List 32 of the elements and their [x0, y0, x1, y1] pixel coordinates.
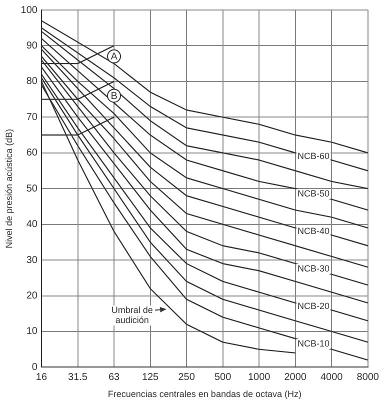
x-tick-label: 8000	[356, 372, 380, 383]
y-tick-label: 30	[26, 254, 38, 266]
y-tick-label: 20	[26, 290, 38, 302]
annotation: Umbral de audición	[111, 304, 153, 325]
x-tick-label: 125	[142, 372, 160, 383]
x-tick-label: 16	[36, 372, 48, 383]
series-label: NCB-30	[297, 263, 330, 274]
annotation: B	[110, 90, 118, 102]
x-tick-label: 500	[214, 372, 232, 383]
series-label: NCB-10	[297, 338, 330, 348]
y-tick-label: 10	[26, 326, 38, 338]
x-tick-label: 2000	[284, 372, 307, 383]
y-tick-label: 80	[26, 76, 38, 88]
y-tick-label: 100	[20, 4, 38, 16]
series-label: NCB-40	[297, 226, 330, 236]
annotation: A	[110, 52, 118, 63]
y-tick-label: 70	[26, 112, 38, 123]
series-label: NCB-50	[297, 188, 330, 198]
series-label: NCB-60	[297, 150, 330, 161]
x-tick-label: 4000	[320, 372, 344, 383]
x-tick-label: 31.5	[68, 372, 88, 383]
x-axis-title: Frecuencias centrales en bandas de octava (Hz)	[108, 389, 302, 400]
x-tick-label: 63	[108, 372, 120, 383]
y-tick-label: 90	[26, 40, 38, 52]
x-tick-label: 250	[178, 372, 196, 383]
x-tick-label: 1000	[248, 372, 271, 383]
y-tick-label: 50	[26, 183, 38, 194]
y-axis-title: Nivel de presión acústica (dB)	[4, 128, 14, 248]
y-tick-label: 40	[26, 219, 38, 230]
series-label: NCB-20	[297, 300, 330, 311]
y-tick-label: 60	[26, 148, 38, 159]
y-tick-label: 0	[32, 362, 38, 373]
